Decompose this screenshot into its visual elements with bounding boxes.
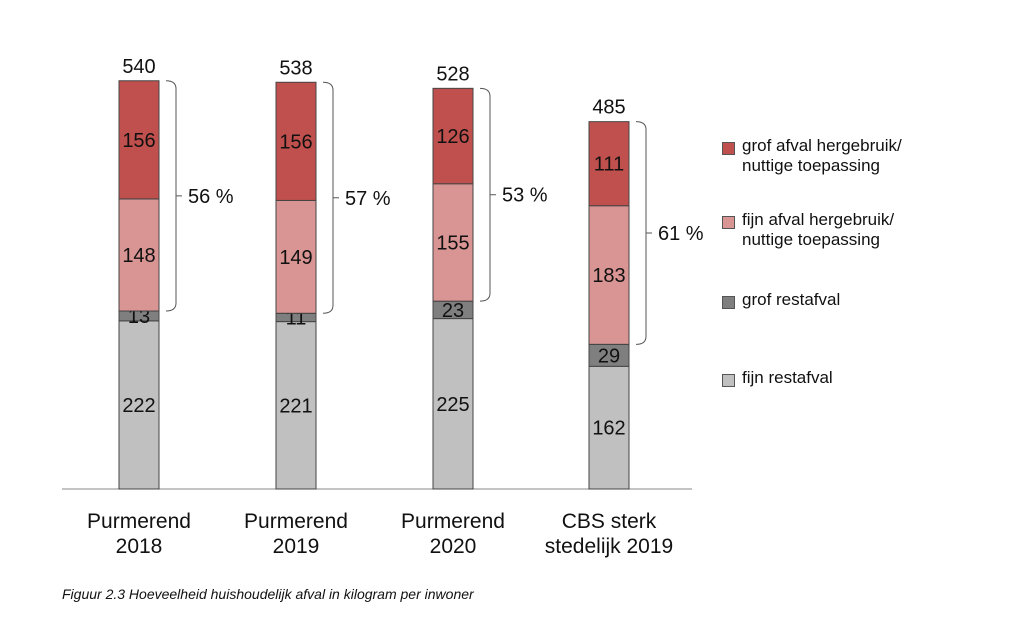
figure-caption: Figuur 2.3 Hoeveelheid huishoudelijk afv… bbox=[62, 586, 474, 602]
data-label: 156 bbox=[122, 130, 155, 152]
bar-segment bbox=[118, 80, 160, 200]
data-label: 148 bbox=[122, 245, 155, 267]
percent-bracket bbox=[322, 81, 334, 314]
data-label: 162 bbox=[592, 418, 625, 440]
data-label: 222 bbox=[122, 395, 155, 417]
bar-segment bbox=[118, 320, 160, 490]
percent-label: 61 % bbox=[658, 223, 704, 245]
percent-label: 56 % bbox=[188, 186, 234, 208]
data-label: 149 bbox=[279, 247, 312, 269]
legend-label: grof restafval bbox=[742, 290, 841, 309]
percent-label: 53 % bbox=[502, 185, 548, 207]
legend-swatch bbox=[722, 142, 735, 155]
data-label: 225 bbox=[436, 394, 469, 416]
total-label: 538 bbox=[279, 57, 312, 79]
category-label: Purmerend 2019 bbox=[244, 510, 348, 558]
legend-swatch bbox=[722, 296, 735, 309]
data-label: 155 bbox=[436, 232, 469, 254]
percent-bracket bbox=[635, 121, 647, 345]
category-label: Purmerend 2018 bbox=[87, 510, 191, 558]
data-label: 29 bbox=[598, 345, 620, 367]
category-label: Purmerend 2020 bbox=[401, 510, 505, 558]
bar-segment bbox=[588, 365, 630, 490]
legend-label: grof afval hergebruik/ nuttige toepassin… bbox=[742, 136, 902, 175]
legend-item: grof afval hergebruik/ nuttige toepassin… bbox=[722, 136, 902, 176]
bar-segment bbox=[588, 121, 630, 207]
data-label: 126 bbox=[436, 126, 469, 148]
percent-label: 57 % bbox=[345, 188, 391, 210]
bar-segment bbox=[588, 205, 630, 345]
legend-label: fijn afval hergebruik/ nuttige toepassin… bbox=[742, 210, 895, 249]
total-label: 485 bbox=[592, 97, 625, 119]
data-label: 156 bbox=[279, 131, 312, 153]
bar-segment bbox=[275, 199, 317, 314]
bar-segment bbox=[432, 318, 474, 490]
total-label: 528 bbox=[436, 63, 469, 85]
bar-segment bbox=[275, 81, 317, 201]
data-label: 23 bbox=[442, 300, 464, 322]
legend-swatch bbox=[722, 374, 735, 387]
data-label: 221 bbox=[279, 395, 312, 417]
legend-label: fijn restafval bbox=[742, 368, 833, 387]
data-label: 183 bbox=[592, 265, 625, 287]
data-label: 111 bbox=[594, 154, 624, 176]
category-label: CBS sterk stedelijk 2019 bbox=[545, 510, 673, 558]
legend-item: fijn afval hergebruik/ nuttige toepassin… bbox=[722, 210, 894, 250]
legend-item: fijn restafval bbox=[722, 368, 833, 388]
percent-bracket bbox=[479, 87, 491, 302]
bar-segment bbox=[432, 87, 474, 185]
legend-item: grof restafval bbox=[722, 290, 840, 310]
bar-segment bbox=[275, 321, 317, 490]
total-label: 540 bbox=[122, 56, 155, 78]
legend-swatch bbox=[722, 216, 735, 229]
percent-bracket bbox=[165, 80, 177, 312]
